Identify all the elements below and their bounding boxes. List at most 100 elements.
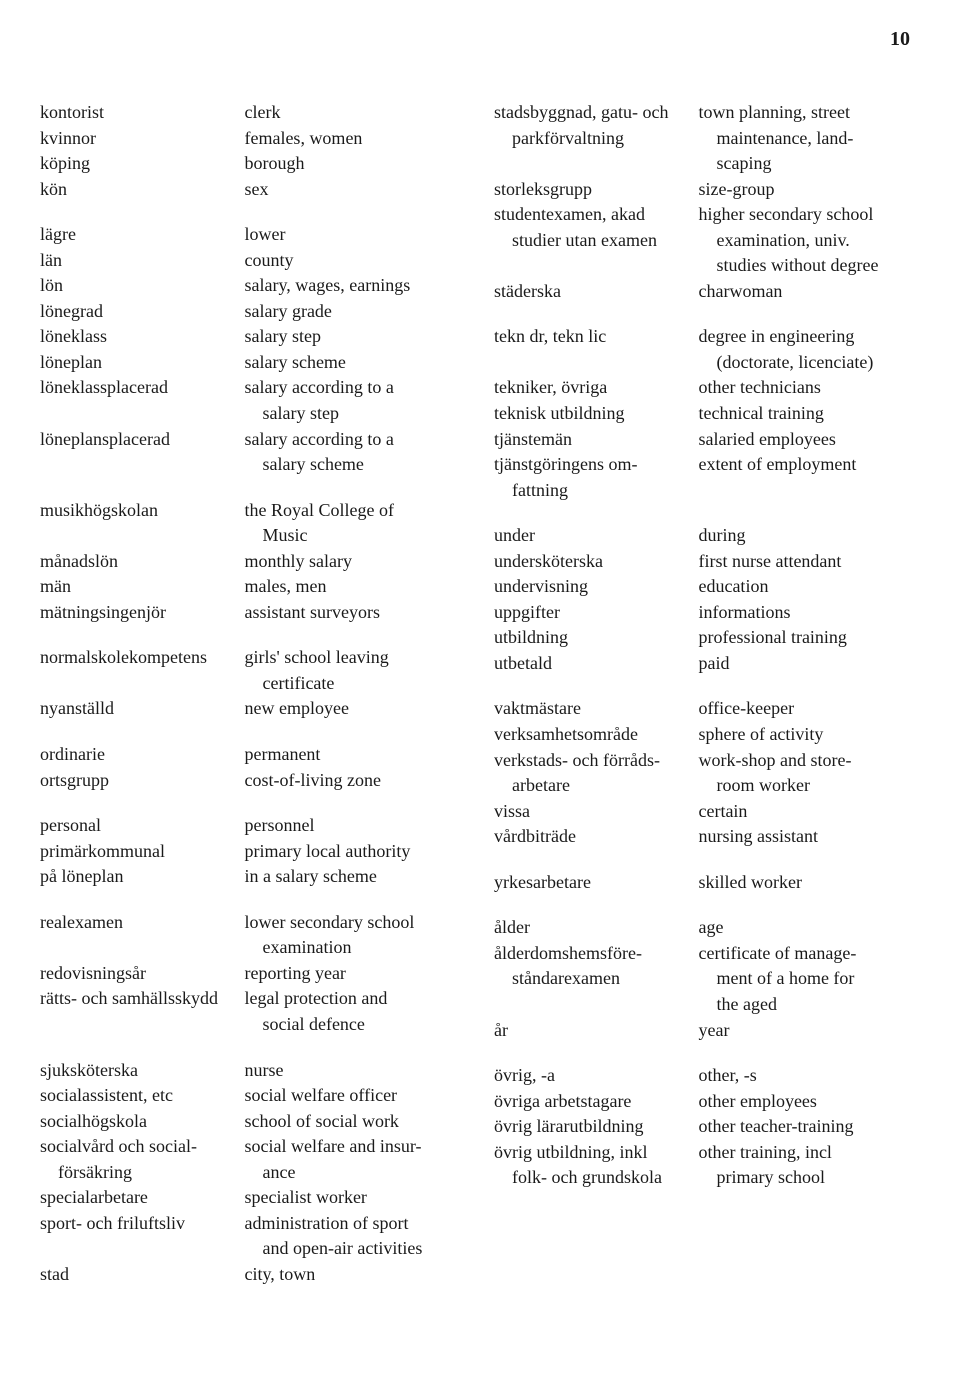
swedish-term: tekniker, övriga: [494, 375, 698, 401]
swedish-term: undersköterska: [494, 549, 698, 575]
english-term: lower: [244, 222, 466, 248]
swedish-term: socialassistent, etc: [40, 1083, 244, 1109]
english-term: certificate of manage-: [698, 941, 920, 967]
glossary-entry: social defence: [40, 1012, 466, 1038]
english-term: city, town: [244, 1262, 466, 1288]
glossary-entry: realexamenlower secondary school: [40, 910, 466, 936]
english-term: year: [698, 1018, 920, 1044]
english-term: social welfare and insur-: [244, 1134, 466, 1160]
english-term: professional training: [698, 625, 920, 651]
english-term: borough: [244, 151, 466, 177]
glossary-entry: tjänstgöringens om-extent of employment: [494, 452, 920, 478]
glossary-entry: normalskolekompetensgirls' school leavin…: [40, 645, 466, 671]
swedish-term: rätts- och samhällsskydd: [40, 986, 244, 1012]
english-term: first nurse attendant: [698, 549, 920, 575]
entry-spacer: [40, 202, 466, 222]
english-term: legal protection and: [244, 986, 466, 1012]
swedish-term: mätningsingenjör: [40, 600, 244, 626]
swedish-term: verkstads- och förråds-: [494, 748, 698, 774]
glossary-columns: kontoristclerkkvinnorfemales, womenköpin…: [40, 100, 920, 1287]
english-term: informations: [698, 600, 920, 626]
glossary-entry: ortsgruppcost-of-living zone: [40, 768, 466, 794]
glossary-entry: läncounty: [40, 248, 466, 274]
swedish-term: utbildning: [494, 625, 698, 651]
swedish-term: övrig utbildning, inkl: [494, 1140, 698, 1166]
english-term: the aged: [698, 992, 920, 1018]
glossary-entry: salary step: [40, 401, 466, 427]
english-term: education: [698, 574, 920, 600]
swedish-term: primärkommunal: [40, 839, 244, 865]
swedish-term: ortsgrupp: [40, 768, 244, 794]
swedish-term: undervisning: [494, 574, 698, 600]
glossary-entry: lönegradsalary grade: [40, 299, 466, 325]
swedish-term: socialvård och social-: [40, 1134, 244, 1160]
glossary-entry: socialhögskolaschool of social work: [40, 1109, 466, 1135]
english-term: and open-air activities: [244, 1236, 466, 1262]
glossary-entry: löneplansplaceradsalary according to a: [40, 427, 466, 453]
english-term: office-keeper: [698, 696, 920, 722]
swedish-term: teknisk utbildning: [494, 401, 698, 427]
english-term: examination: [244, 935, 466, 961]
english-term: sex: [244, 177, 466, 203]
left-column: kontoristclerkkvinnorfemales, womenköpin…: [40, 100, 466, 1287]
english-term: the Royal College of: [244, 498, 466, 524]
swedish-term: tekn dr, tekn lic: [494, 324, 698, 350]
swedish-term: sport- och friluftsliv: [40, 1211, 244, 1237]
english-term: work-shop and store-: [698, 748, 920, 774]
glossary-entry: the aged: [494, 992, 920, 1018]
glossary-entry: socialassistent, etcsocial welfare offic…: [40, 1083, 466, 1109]
swedish-term: lägre: [40, 222, 244, 248]
glossary-entry: studier utan examenexamination, univ.: [494, 228, 920, 254]
swedish-term: stad: [40, 1262, 244, 1288]
glossary-entry: löneplansalary scheme: [40, 350, 466, 376]
english-term: ance: [244, 1160, 466, 1186]
swedish-term: personal: [40, 813, 244, 839]
english-term: social welfare officer: [244, 1083, 466, 1109]
english-term: salary scheme: [244, 350, 466, 376]
glossary-entry: personalpersonnel: [40, 813, 466, 839]
glossary-entry: lönsalary, wages, earnings: [40, 273, 466, 299]
glossary-entry: and open-air activities: [40, 1236, 466, 1262]
swedish-term: folk- och grundskola: [494, 1165, 698, 1191]
glossary-entry: löneklassplaceradsalary according to a: [40, 375, 466, 401]
swedish-term: tjänstemän: [494, 427, 698, 453]
english-term: degree in engineering: [698, 324, 920, 350]
swedish-term: ålder: [494, 915, 698, 941]
glossary-entry: studentexamen, akadhigher secondary scho…: [494, 202, 920, 228]
glossary-entry: vårdbiträdenursing assistant: [494, 824, 920, 850]
swedish-term: kön: [40, 177, 244, 203]
entry-spacer: [40, 793, 466, 813]
swedish-term: under: [494, 523, 698, 549]
english-term: paid: [698, 651, 920, 677]
glossary-entry: kvinnorfemales, women: [40, 126, 466, 152]
entry-spacer: [40, 722, 466, 742]
swedish-term: män: [40, 574, 244, 600]
glossary-entry: vaktmästareoffice-keeper: [494, 696, 920, 722]
english-term: salary scheme: [244, 452, 466, 478]
english-term: salary, wages, earnings: [244, 273, 466, 299]
swedish-term: musikhögskolan: [40, 498, 244, 524]
swedish-term: studentexamen, akad: [494, 202, 698, 228]
glossary-entry: övrig utbildning, inklother training, in…: [494, 1140, 920, 1166]
english-term: monthly salary: [244, 549, 466, 575]
english-term: nursing assistant: [698, 824, 920, 850]
swedish-term: på löneplan: [40, 864, 244, 890]
glossary-entry: mänmales, men: [40, 574, 466, 600]
glossary-entry: storleksgruppsize-group: [494, 177, 920, 203]
glossary-entry: sport- och friluftslivadministration of …: [40, 1211, 466, 1237]
glossary-entry: fattning: [494, 478, 920, 504]
glossary-entry: musikhögskolanthe Royal College of: [40, 498, 466, 524]
swedish-term: övriga arbetstagare: [494, 1089, 698, 1115]
swedish-term: arbetare: [494, 773, 698, 799]
english-term: other, -s: [698, 1063, 920, 1089]
glossary-entry: examination: [40, 935, 466, 961]
glossary-entry: parkförvaltningmaintenance, land-: [494, 126, 920, 152]
swedish-term: realexamen: [40, 910, 244, 936]
english-term: cost-of-living zone: [244, 768, 466, 794]
swedish-term: vårdbiträde: [494, 824, 698, 850]
english-term: examination, univ.: [698, 228, 920, 254]
swedish-term: ståndarexamen: [494, 966, 698, 992]
glossary-entry: specialarbetarespecialist worker: [40, 1185, 466, 1211]
english-term: age: [698, 915, 920, 941]
glossary-entry: uppgifterinformations: [494, 600, 920, 626]
